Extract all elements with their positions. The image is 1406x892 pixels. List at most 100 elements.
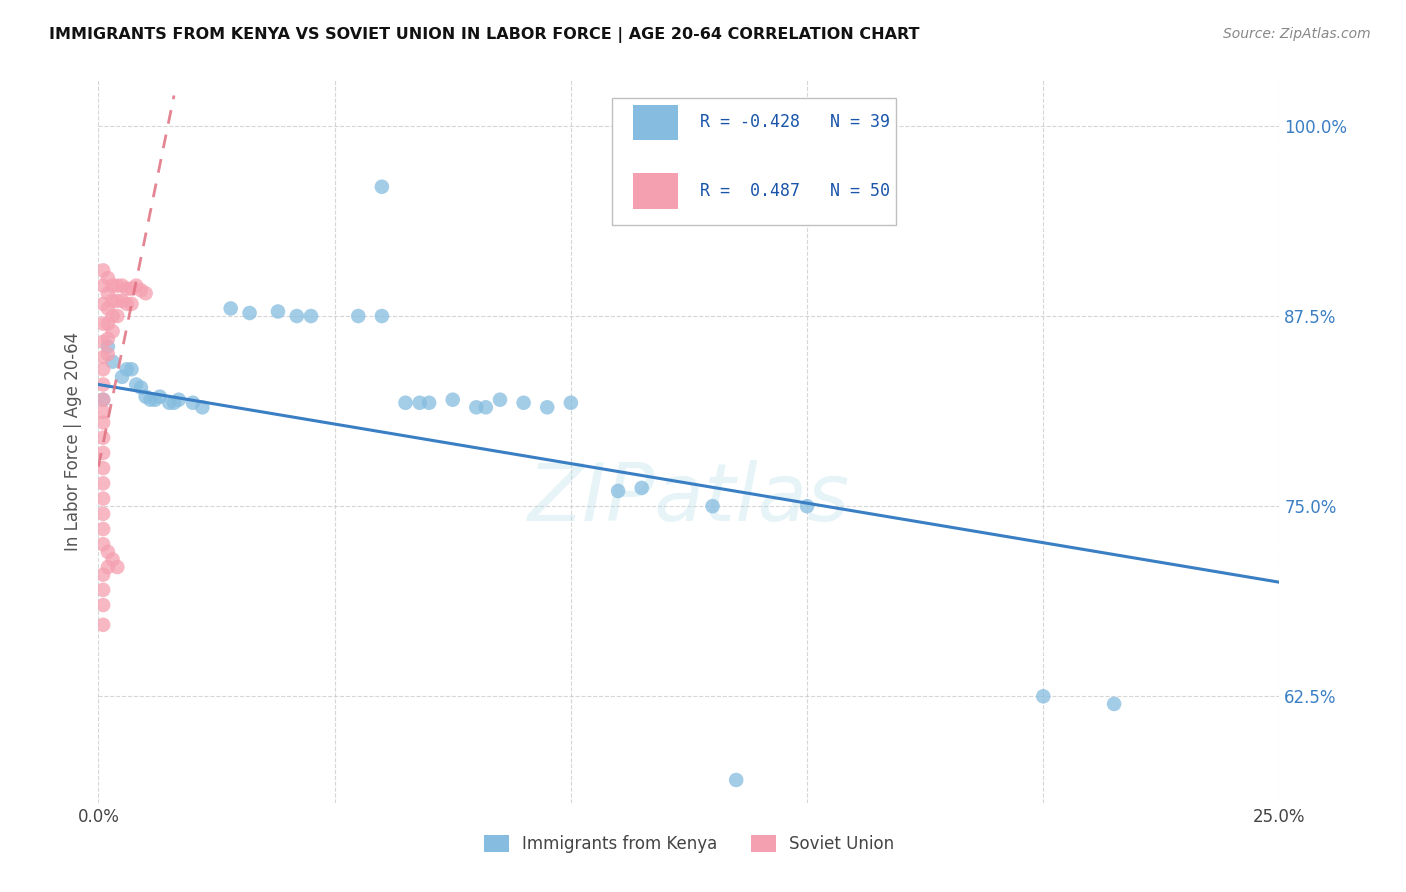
Point: [91, 377, 114, 392]
Point: [97, 286, 120, 301]
Point: [105, 278, 128, 293]
Point: [91, 350, 114, 364]
Point: [560, 396, 582, 410]
Point: [115, 297, 138, 311]
Bar: [634, 173, 678, 209]
Point: [97, 271, 120, 285]
Point: [91, 431, 114, 445]
Y-axis label: In Labor Force | Age 20-64: In Labor Force | Age 20-64: [65, 332, 83, 551]
Point: [143, 392, 166, 407]
Point: [111, 370, 134, 384]
Point: [91, 598, 114, 612]
Point: [91, 392, 114, 407]
Point: [97, 301, 120, 316]
Point: [111, 293, 134, 308]
Point: [149, 390, 172, 404]
Point: [101, 552, 124, 566]
Point: [181, 396, 204, 410]
FancyBboxPatch shape: [612, 98, 896, 225]
Point: [371, 309, 394, 323]
Point: [97, 339, 120, 353]
Point: [191, 401, 214, 415]
Point: [371, 179, 394, 194]
Point: [91, 461, 114, 475]
Text: R =  0.487   N = 50: R = 0.487 N = 50: [700, 182, 890, 200]
Point: [267, 304, 290, 318]
Point: [285, 309, 308, 323]
Point: [121, 362, 143, 376]
Point: [702, 499, 724, 513]
Point: [91, 297, 114, 311]
Point: [125, 278, 148, 293]
Point: [299, 309, 322, 323]
Text: R = -0.428   N = 39: R = -0.428 N = 39: [700, 113, 890, 131]
Text: ZIPatlas: ZIPatlas: [527, 460, 851, 539]
Point: [163, 396, 186, 410]
Point: [418, 396, 440, 410]
Point: [1102, 697, 1125, 711]
Point: [139, 392, 162, 407]
Point: [115, 362, 138, 376]
Point: [135, 390, 157, 404]
Legend: Immigrants from Kenya, Soviet Union: Immigrants from Kenya, Soviet Union: [477, 828, 901, 860]
Point: [91, 522, 114, 536]
Point: [441, 392, 464, 407]
Point: [91, 507, 114, 521]
Point: [1032, 690, 1054, 704]
Point: [101, 293, 124, 308]
Point: [97, 317, 120, 331]
Point: [91, 334, 114, 349]
Point: [129, 283, 152, 297]
Point: [408, 396, 430, 410]
Point: [101, 324, 124, 338]
Point: [105, 293, 128, 308]
Point: [91, 476, 114, 491]
Point: [91, 491, 114, 506]
Point: [121, 282, 143, 296]
Point: [121, 297, 143, 311]
Point: [465, 401, 488, 415]
Point: [101, 309, 124, 323]
Bar: [634, 104, 678, 140]
Point: [97, 347, 120, 361]
Point: [111, 278, 134, 293]
Point: [91, 362, 114, 376]
Point: [239, 306, 262, 320]
Point: [91, 416, 114, 430]
Point: [219, 301, 242, 316]
Point: [129, 380, 152, 394]
Point: [157, 396, 180, 410]
Point: [101, 278, 124, 293]
Point: [91, 317, 114, 331]
Point: [167, 392, 190, 407]
Point: [91, 537, 114, 551]
Point: [607, 483, 630, 498]
Point: [512, 396, 534, 410]
Point: [115, 282, 138, 296]
Point: [796, 499, 818, 513]
Point: [91, 446, 114, 460]
Point: [347, 309, 370, 323]
Point: [630, 481, 652, 495]
Point: [97, 545, 120, 559]
Point: [97, 332, 120, 346]
Point: [489, 392, 512, 407]
Point: [91, 567, 114, 582]
Point: [91, 582, 114, 597]
Point: [91, 405, 114, 419]
Text: Source: ZipAtlas.com: Source: ZipAtlas.com: [1223, 27, 1371, 41]
Text: IMMIGRANTS FROM KENYA VS SOVIET UNION IN LABOR FORCE | AGE 20-64 CORRELATION CHA: IMMIGRANTS FROM KENYA VS SOVIET UNION IN…: [49, 27, 920, 43]
Point: [97, 560, 120, 574]
Point: [91, 263, 114, 277]
Point: [725, 772, 748, 787]
Point: [475, 401, 498, 415]
Point: [125, 377, 148, 392]
Point: [394, 396, 416, 410]
Point: [91, 278, 114, 293]
Point: [105, 560, 128, 574]
Point: [91, 617, 114, 632]
Point: [135, 286, 157, 301]
Point: [536, 401, 558, 415]
Point: [105, 309, 128, 323]
Point: [91, 392, 114, 407]
